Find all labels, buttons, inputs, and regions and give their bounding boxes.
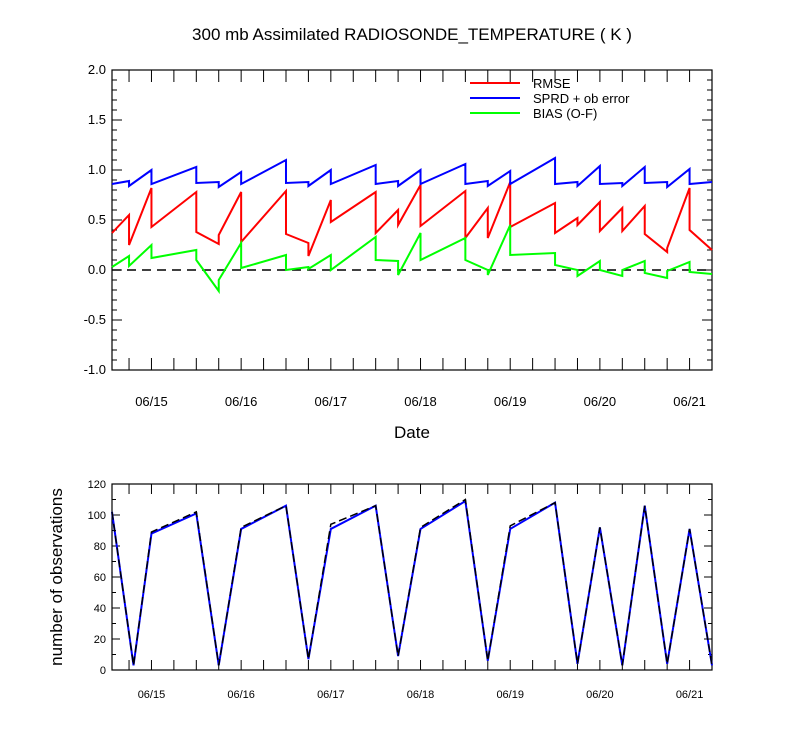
bottom-xtick-label: 06/18 [407, 689, 435, 701]
chart-title: 300 mb Assimilated RADIOSONDE_TEMPERATUR… [192, 25, 632, 44]
top-series-line-1 [111, 156, 713, 190]
bottom-xtick-label: 06/16 [227, 689, 255, 701]
bottom-xtick-label: 06/19 [496, 689, 524, 701]
bottom-ytick-label: 80 [94, 541, 106, 553]
top-xtick-label: 06/15 [135, 394, 168, 409]
top-ytick-label: 0.0 [88, 262, 106, 277]
bottom-series-line-1 [111, 498, 713, 666]
legend-label-bias: BIAS (O-F) [533, 106, 597, 121]
x-axis-label: Date [394, 423, 430, 442]
legend: RMSE SPRD + ob error BIAS (O-F) [470, 76, 630, 121]
top-xtick-label: 06/20 [584, 394, 617, 409]
bottom-xtick-label: 06/15 [138, 689, 166, 701]
top-ytick-label: 1.5 [88, 112, 106, 127]
top-xtick-label: 06/21 [673, 394, 706, 409]
legend-label-sprd: SPRD + ob error [533, 91, 630, 106]
top-xtick-label: 06/19 [494, 394, 527, 409]
bottom-xtick-label: 06/20 [586, 689, 614, 701]
y-axis-label: number of observations [47, 488, 66, 666]
top-ytick-label: -1.0 [84, 362, 106, 377]
top-ytick-label: 1.0 [88, 162, 106, 177]
legend-label-rmse: RMSE [533, 76, 571, 91]
top-xtick-label: 06/16 [225, 394, 258, 409]
bottom-series-line-0 [111, 499, 713, 666]
bottom-ytick-label: 120 [88, 479, 106, 491]
bottom-ytick-label: 20 [94, 634, 106, 646]
top-chart: 300 mb Assimilated RADIOSONDE_TEMPERATUR… [84, 25, 713, 442]
bottom-xtick-label: 06/21 [676, 689, 704, 701]
bottom-ytick-label: 0 [100, 665, 106, 677]
bottom-xtick-label: 06/17 [317, 689, 345, 701]
top-series-line-0 [111, 181, 713, 257]
bottom-ytick-label: 60 [94, 572, 106, 584]
top-xtick-label: 06/18 [404, 394, 437, 409]
top-ytick-label: 2.0 [88, 62, 106, 77]
bottom-plot-area: 0 20 40 60 80 100 120 06/15 06/16 06/17 06/18 06/19… [88, 479, 713, 701]
bottom-chart: 0 20 40 60 80 100 120 06/15 06/16 06/17 06/18 06/19… [47, 479, 713, 701]
top-ytick-label: 0.5 [88, 212, 106, 227]
top-ytick-label: -0.5 [84, 312, 106, 327]
top-xtick-label: 06/17 [315, 394, 348, 409]
top-series-line-2 [111, 224, 713, 295]
bottom-ytick-label: 40 [94, 603, 106, 615]
top-plot-area: -1.0 -0.5 0.0 0.5 1.0 1.5 2.0 06/15 06/16 06/17 06… [84, 62, 713, 409]
bottom-ytick-label: 100 [88, 510, 106, 522]
